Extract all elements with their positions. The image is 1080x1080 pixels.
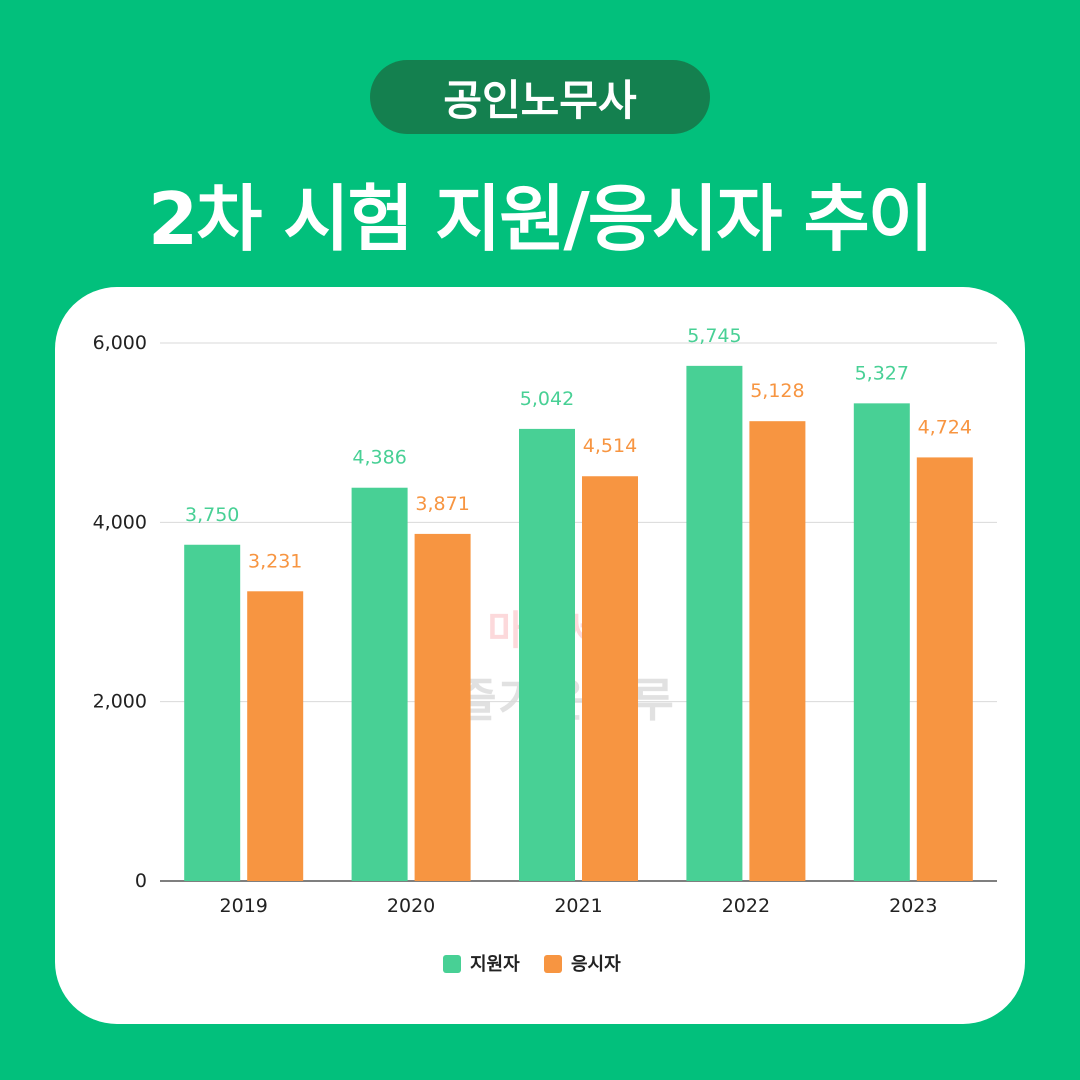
x-tick-label: 2020 — [387, 895, 435, 917]
category-badge-label: 공인노무사 — [443, 75, 637, 125]
x-tick-label: 2021 — [554, 895, 602, 917]
data-label-applicants: 5,745 — [687, 325, 741, 347]
bar-examinees — [749, 421, 806, 881]
data-label-examinees: 4,514 — [583, 435, 637, 457]
legend-examinees-label: 응시자 — [571, 954, 621, 975]
data-label-examinees: 4,724 — [918, 416, 972, 438]
bar-applicants — [184, 544, 241, 881]
x-tick-label: 2019 — [220, 895, 268, 917]
bar-applicants — [519, 428, 575, 881]
x-tick-label: 2023 — [889, 895, 937, 917]
bar-applicants — [686, 365, 743, 881]
data-label-applicants: 3,750 — [185, 504, 239, 526]
page-title: 2차 시험 지원/응시자 추이 — [148, 177, 934, 261]
data-label-applicants: 5,327 — [855, 362, 909, 384]
data-label-examinees: 3,871 — [415, 493, 469, 515]
bar-examinees — [916, 457, 973, 881]
data-label-applicants: 5,042 — [520, 388, 574, 410]
x-tick-label: 2022 — [722, 895, 770, 917]
y-tick-label: 4,000 — [93, 511, 147, 533]
legend-applicants-label: 지원자 — [470, 954, 520, 975]
y-tick-label: 0 — [135, 870, 147, 892]
category-badge: 공인노무사 — [370, 60, 710, 134]
data-label-examinees: 5,128 — [750, 380, 804, 402]
y-tick-label: 6,000 — [93, 332, 147, 354]
legend-applicants-swatch — [443, 955, 461, 973]
bar-examinees — [247, 591, 304, 881]
bar-examinees — [414, 533, 471, 881]
y-tick-label: 2,000 — [93, 691, 147, 713]
bar-applicants — [853, 403, 910, 881]
bar-applicants — [351, 487, 408, 881]
legend-examinees-swatch — [544, 955, 562, 973]
data-label-examinees: 3,231 — [248, 550, 302, 572]
bar-examinees — [582, 476, 638, 881]
data-label-applicants: 4,386 — [352, 447, 406, 469]
